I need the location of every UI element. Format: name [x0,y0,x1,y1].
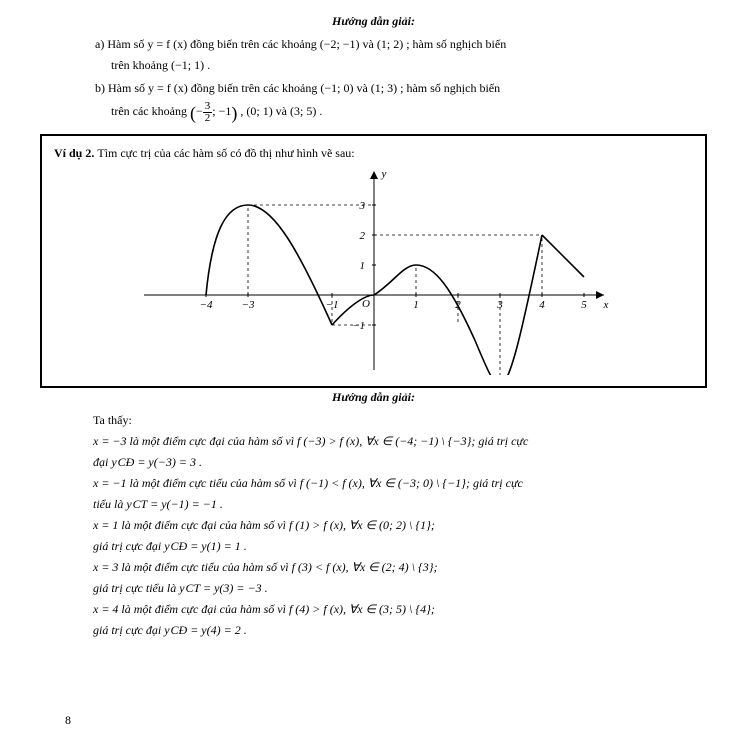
item-a-line2: trên khoảng (−1; 1) . [111,56,682,75]
svg-text:−1: −1 [352,320,365,332]
s5b: giá trị cực đại y CĐ = y(4) = 2 . [93,621,682,639]
lparen: ( [190,103,196,123]
item-b-line1: b) Hàm số y = f (x) đồng biến trên các k… [95,79,682,98]
item-b2-pre: trên các khoảng [111,104,190,118]
s1b: đại y CĐ = y(−3) = 3 . [93,453,682,471]
svg-text:y: y [380,168,386,180]
svg-text:1: 1 [359,260,365,272]
svg-text:−4: −4 [199,299,212,311]
example-text: Tìm cực trị của các hàm số có đồ thị như… [97,146,354,160]
svg-text:3: 3 [358,200,365,212]
svg-text:−3: −3 [241,299,254,311]
svg-text:4: 4 [539,299,545,311]
example-label: Ví dụ 2. [54,146,97,160]
example-box: Ví dụ 2. Tìm cực trị của các hàm số có đ… [40,134,707,388]
rparen: ) [231,103,237,123]
s2b: tiểu là y CT = y(−1) = −1 . [93,495,682,513]
s3: x = 1 là một điểm cực đại của hàm số vì … [93,516,682,534]
item-b2-post: , (0; 1) và (3; 5) . [240,104,322,118]
chart: Oxy−4−3−112345123−1−3 [54,165,693,381]
svg-text:O: O [362,298,370,310]
guide-title-1: Hướng dẫn giải: [65,12,682,31]
guide-title-2: Hướng dẫn giải: [65,388,682,407]
function-graph: Oxy−4−3−112345123−1−3 [134,165,614,375]
svg-text:x: x [602,299,608,311]
item-b-line2: trên các khoảng (−32; −1) , (0; 1) và (3… [111,100,682,128]
s1: x = −3 là một điểm cực đại của hàm số vì… [93,432,682,450]
soln-intro: Ta thấy: [93,411,682,429]
s4b: giá trị cực tiểu là y CT = y(3) = −3 . [93,579,682,597]
s5: x = 4 là một điểm cực đại của hàm số vì … [93,600,682,618]
item-a-line1: a) Hàm số y = f (x) đồng biến trên các k… [95,35,682,54]
frac-den: 2 [203,113,213,124]
s3b: giá trị cực đại y CĐ = y(1) = 1 . [93,537,682,555]
example-title: Ví dụ 2. Tìm cực trị của các hàm số có đ… [54,144,693,163]
s2: x = −1 là một điểm cực tiểu của hàm số v… [93,474,682,492]
svg-text:2: 2 [359,230,365,242]
s4: x = 3 là một điểm cực tiểu của hàm số vì… [93,558,682,576]
page-number: 8 [65,711,71,730]
fraction: 32 [203,101,213,124]
svg-text:1: 1 [413,299,419,311]
svg-text:5: 5 [581,299,587,311]
solution-block: Ta thấy: x = −3 là một điểm cực đại của … [65,411,682,639]
